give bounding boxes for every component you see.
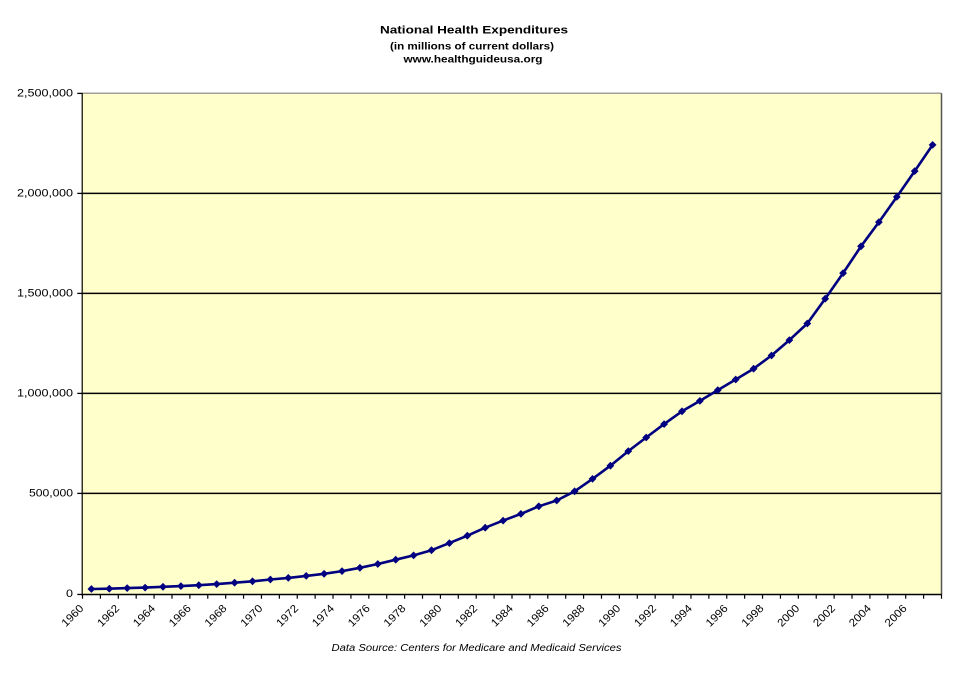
svg-text:2,500,000: 2,500,000 [17,88,73,100]
svg-text:2,000,000: 2,000,000 [17,188,73,200]
svg-text:www.healthguideusa.org: www.healthguideusa.org [402,54,542,65]
svg-text:0: 0 [66,588,73,600]
svg-text:(in millions of current dollar: (in millions of current dollars) [390,41,554,52]
svg-text:1,500,000: 1,500,000 [17,288,73,300]
svg-text:National Health Expenditures: National Health Expenditures [380,25,568,37]
svg-text:1,000,000: 1,000,000 [17,388,73,400]
svg-text:Data Source: Centers for Medic: Data Source: Centers for Medicare and Me… [332,643,622,654]
svg-text:500,000: 500,000 [29,488,73,500]
